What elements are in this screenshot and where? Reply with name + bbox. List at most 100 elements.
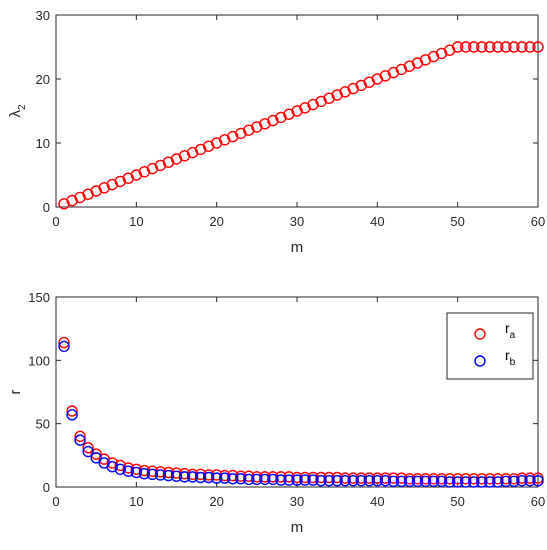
r-point-series1 [243, 473, 255, 486]
r-point-series1 [82, 445, 94, 458]
lambda2-point-series0 [516, 41, 528, 53]
r-x-tick-label: 0 [52, 494, 59, 509]
r-point-series1 [299, 474, 311, 486]
r-points [58, 336, 544, 488]
r-y-tick-label: 150 [28, 290, 50, 305]
r-point-series1 [395, 475, 408, 487]
r-x-tick-label: 40 [370, 494, 384, 509]
lambda2-plot-area [55, 14, 539, 208]
lambda2-y-tick-label: 30 [36, 8, 50, 23]
r-y-axis-label: r [7, 390, 24, 395]
r-point-series1 [347, 474, 359, 487]
r-x-tick-label: 50 [450, 494, 464, 509]
legend-label-rb: rb [505, 347, 516, 368]
r-point-series1 [315, 474, 327, 487]
lambda2-y-axis-symbol: λ [7, 110, 24, 118]
lambda2-x-tick-label: 50 [450, 214, 464, 229]
r-point-series1 [202, 471, 215, 484]
r-point-series1 [235, 473, 247, 485]
r-y-tick-label: 50 [36, 417, 50, 432]
legend: ra rb [446, 312, 534, 380]
r-x-tick-label: 20 [209, 494, 223, 509]
r-point-series1 [251, 473, 263, 486]
legend-marker-rb [474, 355, 486, 367]
lambda2-y-axis-label: λ2 [7, 104, 28, 118]
legend-label-ra: ra [505, 320, 516, 341]
r-x-tick-label: 30 [290, 494, 304, 509]
lambda2-points [58, 41, 544, 210]
legend-symbol-rb: r [505, 347, 510, 363]
lambda2-point-series0 [524, 41, 536, 53]
lambda2-x-tick-label: 20 [209, 214, 223, 229]
r-x-axis-label: m [291, 519, 304, 536]
r-point-series1 [218, 472, 231, 484]
r-point-series1 [130, 466, 143, 479]
r-point-series1 [114, 463, 126, 475]
r-point-series1 [460, 476, 472, 488]
lambda2-x-tick-label: 30 [290, 214, 304, 229]
r-point-series0 [114, 459, 126, 472]
lambda2-point-series0 [460, 41, 472, 53]
r-point-series0 [58, 336, 70, 349]
r-x-tick-label: 10 [129, 494, 143, 509]
r-point-series1 [363, 474, 375, 487]
legend-subscript-rb: b [510, 357, 516, 368]
lambda2-point-series0 [484, 41, 496, 53]
r-point-series0 [82, 442, 94, 454]
r-point-series0 [66, 405, 78, 417]
r-point-series1 [339, 474, 351, 487]
r-point-series1 [275, 474, 287, 486]
r-point-series1 [74, 434, 86, 446]
r-point-series1 [387, 475, 400, 487]
r-point-series1 [355, 474, 367, 487]
r-ticks: 0 10 20 30 40 50 60 0 50 100 150 [28, 290, 545, 509]
r-point-series1 [66, 409, 78, 421]
r-point-series1 [371, 474, 384, 487]
r-point-series1 [283, 474, 295, 486]
r-point-series1 [516, 474, 528, 487]
legend-box [446, 312, 534, 380]
lambda2-point-series0 [451, 41, 464, 53]
r-point-series1 [492, 476, 504, 488]
r-point-series1 [106, 461, 118, 473]
lambda2-y-tick-label: 0 [43, 200, 50, 215]
r-point-series1 [210, 472, 223, 484]
lambda2-point-series0 [500, 41, 512, 53]
lambda2-point-series0 [532, 41, 544, 53]
r-point-series1 [524, 474, 536, 487]
r-point-series1 [484, 476, 496, 488]
r-point-series1 [443, 476, 456, 488]
r-point-series1 [227, 473, 239, 485]
r-point-series1 [476, 476, 488, 488]
r-point-series1 [508, 475, 520, 487]
lambda2-ticks: 0 10 20 30 40 50 60 0 10 20 30 [36, 8, 546, 229]
r-point-series1 [178, 471, 191, 483]
r-x-tick-label: 60 [531, 494, 545, 509]
r-y-tick-label: 100 [28, 353, 50, 368]
r-point-series1 [468, 476, 480, 488]
lambda2-x-tick-label: 60 [531, 214, 545, 229]
r-point-series1 [259, 473, 271, 486]
r-point-series1 [170, 470, 183, 482]
r-point-series1 [162, 469, 175, 482]
r-point-series1 [146, 468, 159, 481]
r-point-series1 [122, 465, 135, 477]
lambda2-point-series0 [476, 41, 488, 53]
r-point-series1 [186, 471, 199, 483]
r-point-series1 [323, 474, 335, 487]
r-point-series1 [411, 475, 424, 487]
r-point-series1 [403, 475, 416, 487]
r-point-series1 [331, 474, 343, 487]
r-point-series1 [291, 474, 303, 486]
lambda2-x-tick-label: 40 [370, 214, 384, 229]
legend-symbol-ra: r [505, 320, 510, 336]
r-point-series1 [58, 340, 70, 353]
lambda2-point-series0 [492, 41, 504, 53]
r-point-series1 [307, 474, 319, 486]
r-point-series0 [90, 448, 102, 460]
lambda2-y-tick-label: 20 [36, 72, 50, 87]
r-point-series1 [194, 471, 207, 484]
legend-marker-ra [474, 328, 486, 340]
lambda2-y-tick-label: 10 [36, 136, 50, 151]
